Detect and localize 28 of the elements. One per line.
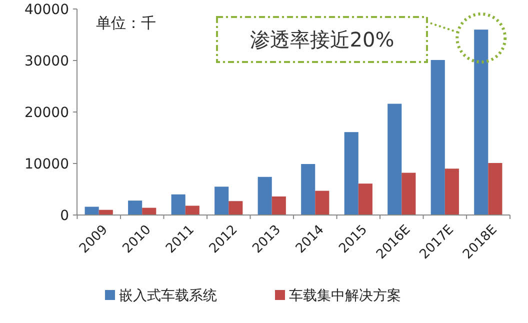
legend-label: 嵌入式车载系统: [119, 288, 217, 304]
bar: [358, 184, 372, 215]
bar: [430, 60, 445, 215]
bar: [214, 186, 229, 215]
bar: [128, 200, 142, 215]
bar: [402, 172, 416, 215]
y-tick-label: 30000: [24, 53, 69, 70]
y-tick-label: 40000: [24, 2, 69, 18]
bar: [301, 164, 316, 215]
bar: [488, 162, 502, 215]
y-tick-label: 10000: [24, 156, 69, 172]
bar: [228, 201, 243, 215]
bar: [474, 30, 488, 215]
bar: [171, 194, 186, 215]
y-tick-label: 20000: [24, 104, 69, 121]
bar: [258, 176, 272, 215]
bar: [185, 206, 200, 215]
bar: [142, 208, 156, 215]
legend-label: 车载集中解决方案: [289, 286, 401, 304]
annotation: 单位：千: [96, 14, 156, 32]
y-tick-label: 0: [60, 208, 69, 224]
bar: [444, 168, 459, 215]
bar: [388, 104, 402, 215]
bar: [272, 196, 286, 215]
bar: [344, 132, 358, 215]
annotation: 渗透率接近20%: [250, 28, 394, 52]
bar: [315, 190, 330, 215]
bar: [84, 206, 99, 215]
